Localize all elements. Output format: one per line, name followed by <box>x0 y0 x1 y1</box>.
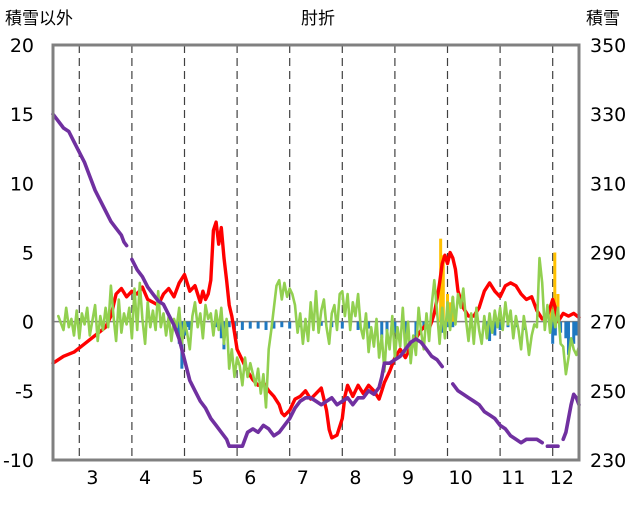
snow-depth-change-bar <box>264 321 268 330</box>
grid <box>53 45 579 460</box>
snow-depth-change-bar <box>185 321 189 328</box>
temperature-change-line <box>57 256 581 409</box>
snow-depth-change-bar <box>256 321 260 329</box>
snow-depth-change-bar <box>188 321 192 330</box>
x-tick-label: 8 <box>349 467 361 489</box>
snow-depth-change-bar <box>356 321 360 330</box>
snow-depth-change-bar <box>319 321 323 326</box>
snow-depth-line <box>451 382 544 445</box>
snow-depth-change-bar <box>440 321 444 333</box>
right-tick-label: 230 <box>590 450 626 472</box>
snow-depth-change-bar <box>553 321 557 336</box>
snow-depth-line <box>130 257 444 448</box>
x-tick-label: 7 <box>297 467 309 489</box>
snow-depth-change-bar <box>572 321 576 344</box>
precipitation-bar <box>553 252 557 322</box>
snow-depth-change-bar <box>414 321 418 339</box>
left-axis-title: 積雪以外 <box>5 9 73 29</box>
right-tick-label: 250 <box>590 381 626 403</box>
snow-depth-change-bar <box>498 321 502 330</box>
snow-depth-change-bar <box>493 321 497 336</box>
left-tick-label: 10 <box>10 173 34 195</box>
snow-depth-change-bar <box>551 321 555 344</box>
snow-depth-line <box>561 392 581 442</box>
snow-depth-change-bar <box>451 321 455 328</box>
x-tick-label: 11 <box>501 467 525 489</box>
snow-depth-change-bar <box>367 321 371 329</box>
chart-title: 肘折 <box>301 9 335 29</box>
snow-depth-change-bar <box>446 321 449 328</box>
right-tick-label: 350 <box>590 35 626 57</box>
snow-depth-change-bar <box>385 321 389 333</box>
x-tick-label: 4 <box>139 467 151 489</box>
lines <box>51 112 581 448</box>
left-tick-label: 15 <box>10 104 34 126</box>
snow-depth-change-bar <box>574 321 578 336</box>
snow-depth-change-bar <box>564 321 568 339</box>
snow-depth-change-bar <box>380 321 384 339</box>
snow-depth-change-bar <box>403 321 407 336</box>
x-tick-label: 9 <box>402 467 414 489</box>
right-tick-label: 310 <box>590 173 626 195</box>
snow-depth-change-bar <box>219 321 223 339</box>
precipitation-bar <box>448 302 452 322</box>
right-axis-title: 積雪 <box>586 9 620 29</box>
left-tick-label: -5 <box>15 381 34 403</box>
snow-depth-change-bar <box>248 321 252 329</box>
right-tick-label: 290 <box>590 243 626 265</box>
snow-depth-change-bar <box>340 321 344 329</box>
x-tick-label: 12 <box>550 467 574 489</box>
left-tick-label: 0 <box>22 312 34 334</box>
snow-depth-change-bar <box>566 321 570 355</box>
axes: 肘折 積雪以外 積雪 -10-5051015202302502702903103… <box>3 9 626 489</box>
plot-border <box>51 43 581 462</box>
snow-depth-change-bar <box>240 321 244 330</box>
snow-depth-change-bar <box>227 321 231 328</box>
bars <box>175 238 578 369</box>
left-tick-label: 20 <box>10 35 34 57</box>
x-tick-label: 3 <box>86 467 98 489</box>
left-tick-label: -10 <box>3 450 34 472</box>
snow-depth-change-bar <box>288 321 292 329</box>
right-tick-label: 330 <box>590 104 626 126</box>
precipitation-bar <box>441 255 445 322</box>
snow-depth-change-bar <box>280 321 284 328</box>
plot-frame <box>51 43 581 462</box>
snow-depth-change-bar <box>488 321 492 342</box>
snow-depth-line <box>51 112 129 248</box>
temperature-line <box>51 220 581 440</box>
x-tick-label: 10 <box>449 467 473 489</box>
snow-depth-change-bar <box>214 321 218 328</box>
x-tick-label: 5 <box>192 467 204 489</box>
snow-depth-change-bar <box>272 321 276 329</box>
right-tick-label: 270 <box>590 312 626 334</box>
snow-depth-change-bar <box>177 321 181 344</box>
snow-depth-change-bar <box>393 321 397 333</box>
left-tick-label: 5 <box>22 243 34 265</box>
x-tick-label: 6 <box>244 467 256 489</box>
